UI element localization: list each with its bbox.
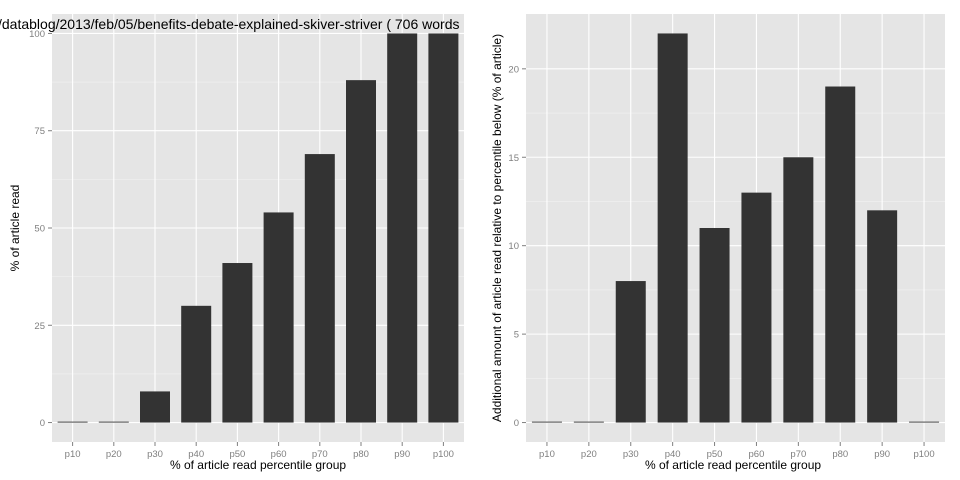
bar-p90: [387, 33, 418, 423]
x-tick-label: p20: [581, 449, 597, 460]
left-chart: 0 25 50 75 100 p10 p20 p30 p40 p50 p60 p70 p80 p90 p10…: [0, 14, 464, 472]
x-tick-label: p70: [312, 449, 328, 460]
x-tick-label: p60: [271, 449, 287, 460]
bar-p40: [181, 305, 212, 423]
right-chart: 0 5 10 15 20 p10 p20 p30 p40 p50 p60 p70 p80 p90 p100%…: [490, 14, 945, 472]
y-tick-label: 100: [29, 29, 45, 40]
bar-p10: [57, 421, 88, 423]
x-tick-label: p50: [229, 449, 245, 460]
bar-p30: [140, 391, 170, 423]
bar-p80: [825, 86, 856, 423]
bar-p90: [867, 210, 898, 423]
y-tick-label: 15: [508, 153, 519, 164]
x-tick-label: p80: [353, 449, 369, 460]
x-tick-label: p100: [433, 449, 454, 460]
bar-p100: [909, 421, 940, 423]
x-tick-label: p40: [665, 449, 681, 460]
y-tick-label: 50: [34, 224, 45, 235]
bar-p50: [699, 228, 730, 423]
x-tick-label: p80: [832, 449, 848, 460]
bar-p80: [346, 80, 376, 423]
x-axis-title: % of article read percentile group: [645, 458, 821, 472]
y-tick-label: 75: [34, 126, 45, 137]
bar-p20: [573, 421, 604, 423]
y-tick-label: 20: [508, 64, 519, 75]
bar-p60: [263, 212, 294, 423]
y-tick-label: 5: [514, 330, 519, 341]
y-axis-title: % of article read: [8, 185, 22, 272]
x-tick-label: p40: [188, 449, 204, 460]
bar-p60: [741, 192, 772, 423]
y-axis-title: Additional amount of article read relati…: [490, 34, 504, 422]
bar-p70: [304, 154, 335, 423]
y-tick-label: 25: [34, 321, 45, 332]
x-tick-label: p90: [874, 449, 890, 460]
bar-p70: [783, 157, 814, 423]
x-tick-label: p30: [147, 449, 163, 460]
x-tick-label: p10: [65, 449, 81, 460]
x-tick-label: p90: [394, 449, 410, 460]
x-tick-label: p20: [106, 449, 122, 460]
x-tick-label: p100: [913, 449, 934, 460]
bar-p30: [615, 281, 646, 423]
bar-p50: [222, 263, 253, 423]
x-tick-label: p70: [790, 449, 806, 460]
chart-title: /datablog/2013/feb/05/benefits-debate-ex…: [0, 16, 460, 32]
y-tick-label: 10: [508, 241, 519, 252]
bar-p100: [428, 33, 459, 423]
y-tick-label: 0: [514, 418, 519, 429]
bar-p40: [657, 33, 688, 423]
x-tick-label: p50: [707, 449, 723, 460]
x-axis-title: % of article read percentile group: [170, 458, 346, 472]
y-tick-label: 0: [40, 418, 45, 429]
bar-p10: [531, 421, 562, 423]
bar-p20: [98, 421, 129, 423]
x-tick-label: p30: [623, 449, 639, 460]
x-tick-label: p60: [749, 449, 765, 460]
x-tick-label: p10: [539, 449, 555, 460]
